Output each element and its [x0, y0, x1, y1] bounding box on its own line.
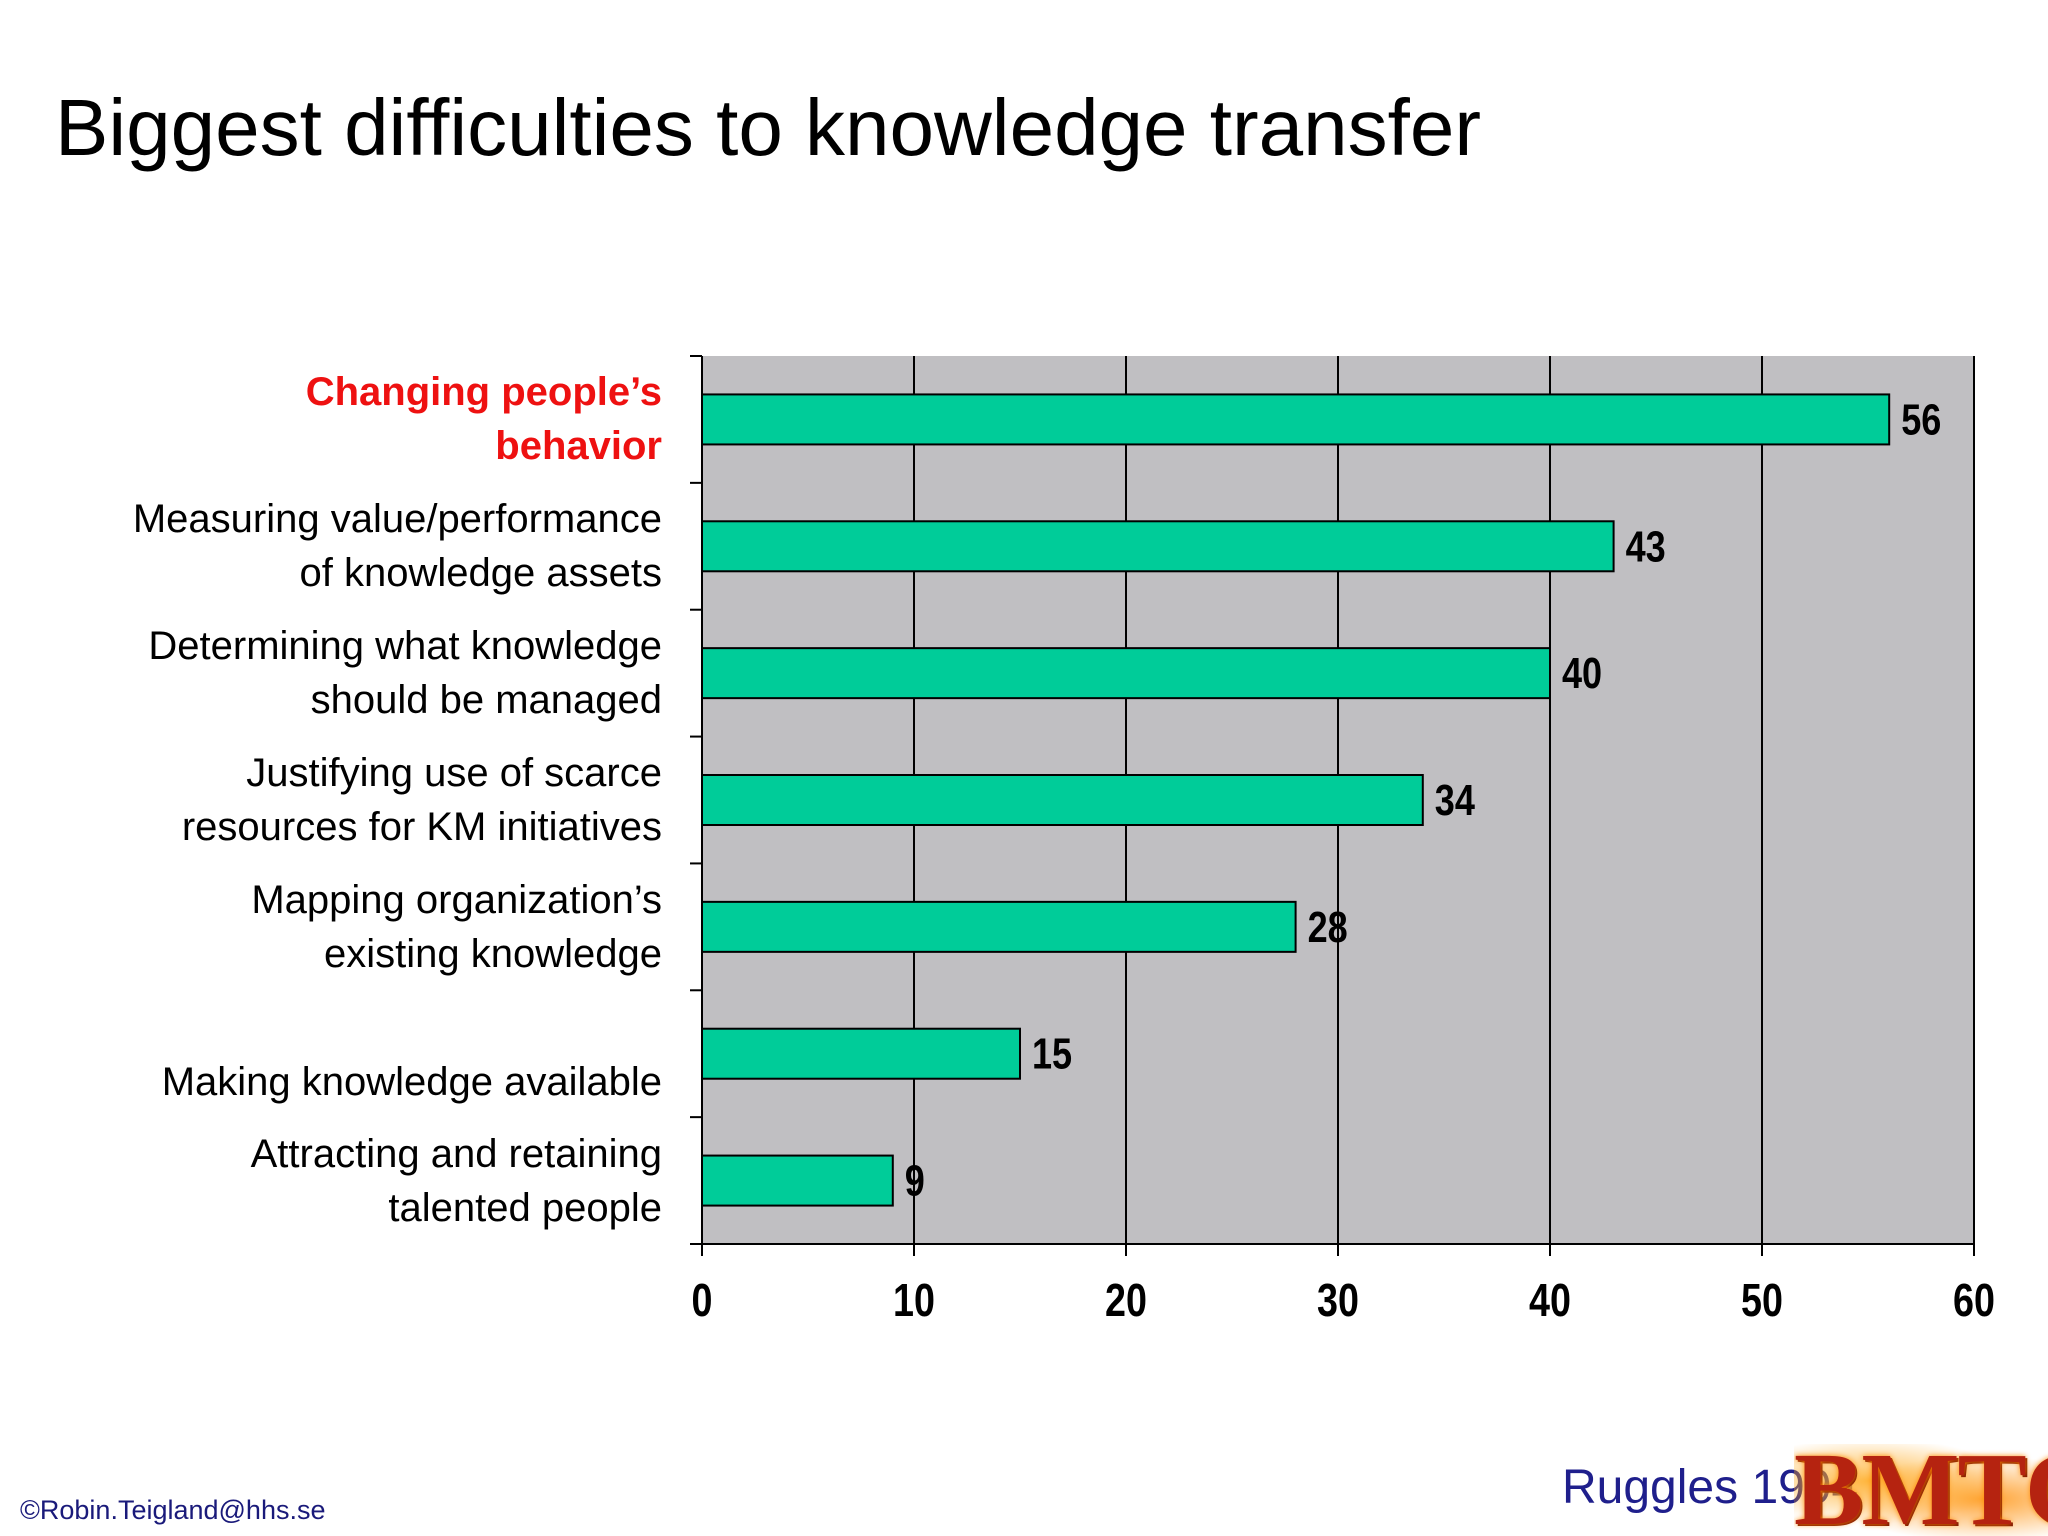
bar-6	[701, 1154, 894, 1207]
bar-chart: 56 43 40 34 28 15 9 0 10 20 30 40 50 60	[690, 355, 1995, 1326]
x-tick-label-10: 10	[893, 1274, 935, 1325]
category-label-line: Making knowledge available	[161, 1059, 662, 1104]
x-tick-labels: 0 10 20 30 40 50 60	[692, 1274, 1995, 1325]
category-label-4: Mapping organization’s existing knowledge	[0, 873, 662, 981]
data-label-0: 56	[1901, 395, 1941, 444]
data-label-1: 43	[1626, 522, 1666, 571]
data-label-3: 34	[1435, 776, 1476, 825]
x-tick-label-30: 30	[1317, 1274, 1359, 1325]
category-label-2: Determining what knowledge should be mana…	[0, 619, 662, 727]
category-label-3: Justifying use of scarce resources for KM…	[0, 746, 662, 854]
data-labels: 56 43 40 34 28 15 9	[905, 395, 1942, 1205]
x-tick-label-20: 20	[1105, 1274, 1147, 1325]
bar-1	[701, 520, 1615, 573]
category-label-line: Justifying use of scarce	[246, 751, 662, 795]
x-tick-label-40: 40	[1529, 1274, 1571, 1325]
bmtc-logo: BMTC	[1794, 1444, 2048, 1536]
data-label-5: 15	[1032, 1029, 1072, 1078]
category-label-5: Making knowledge available	[0, 1055, 662, 1109]
category-label-line: Mapping organization’s	[251, 877, 662, 922]
bar-4	[701, 900, 1297, 953]
category-label-line: Attracting and retaining	[250, 1131, 662, 1176]
copyright-text: ©Robin.Teigland@hhs.se	[20, 1495, 326, 1525]
category-label-line: of knowledge assets	[299, 551, 662, 596]
bar-3	[701, 774, 1424, 826]
category-label-0: Changing people’s behavior	[0, 365, 662, 473]
bars	[701, 393, 1891, 1207]
bar-0	[701, 393, 1891, 446]
category-label-line: resources for KM initiatives	[181, 805, 662, 849]
data-label-2: 40	[1562, 649, 1602, 698]
category-label-line: should be managed	[310, 678, 662, 723]
data-label-4: 28	[1308, 902, 1348, 951]
category-label-line: Changing people’s	[305, 370, 662, 415]
data-label-6: 9	[905, 1156, 925, 1205]
category-label-6: Attracting and retaining talented people	[0, 1127, 662, 1235]
bar-2	[701, 647, 1551, 700]
x-tick-label-0: 0	[692, 1274, 713, 1325]
category-label-1: Measuring value/performance of knowledge …	[0, 492, 662, 600]
category-label-line: behavior	[495, 424, 662, 469]
category-label-line: talented people	[388, 1185, 662, 1230]
category-label-line: Determining what knowledge	[148, 624, 662, 669]
x-tick-label-60: 60	[1953, 1274, 1995, 1325]
slide-title: Biggest difficulties to knowledge transf…	[55, 83, 1481, 172]
category-label-line: Measuring value/performance	[132, 497, 662, 542]
bar-5	[701, 1027, 1021, 1080]
x-tick-label-50: 50	[1741, 1274, 1783, 1325]
category-label-line: existing knowledge	[324, 931, 662, 976]
